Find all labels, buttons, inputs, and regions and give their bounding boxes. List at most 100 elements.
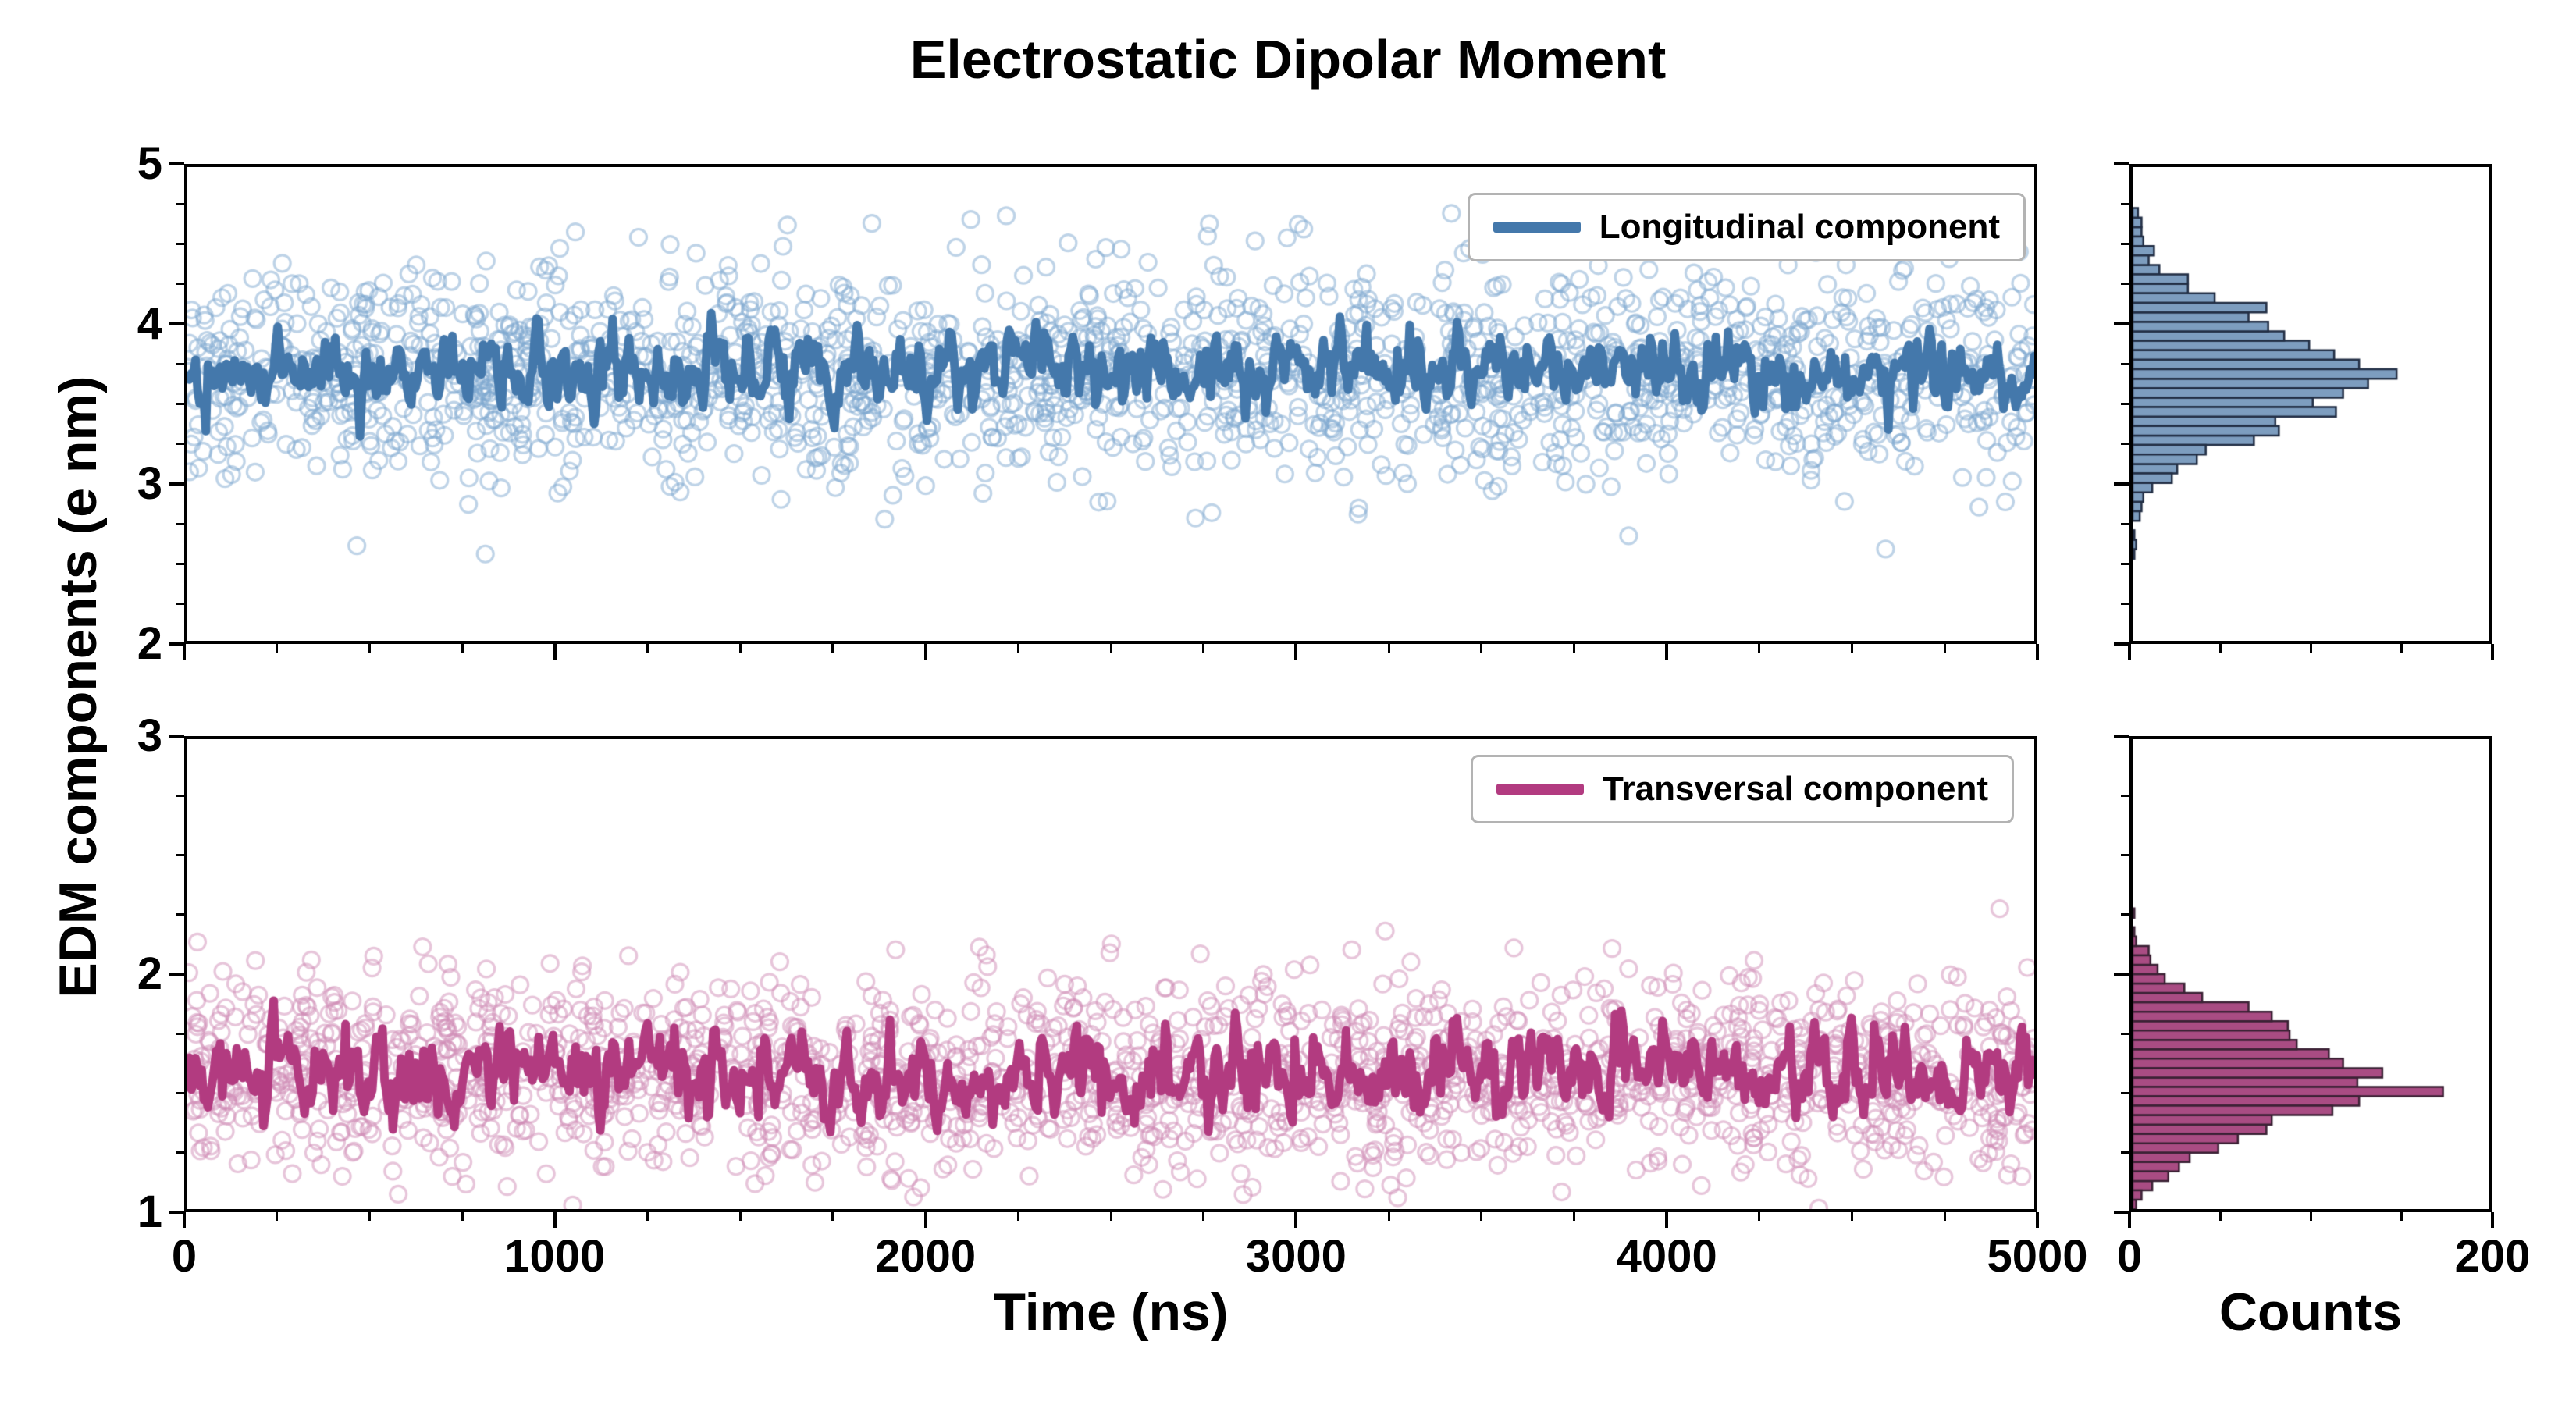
x-axis-minor-tick: [2218, 644, 2222, 653]
x-axis-minor-tick: [368, 644, 371, 653]
x-axis-minor-tick: [1202, 644, 1205, 653]
y-axis-tick-label: 2: [137, 948, 162, 999]
y-axis-major-tick: [2114, 482, 2129, 486]
x-axis-minor-tick: [1943, 1212, 1946, 1221]
x-axis-minor-tick: [1480, 644, 1483, 653]
y-axis-minor-tick: [2121, 243, 2129, 245]
x-axis-minor-tick: [1387, 1212, 1390, 1221]
y-axis-major-tick: [169, 322, 184, 325]
x-axis-major-tick: [183, 644, 186, 660]
legend-transversal-line-swatch: [1496, 784, 1585, 795]
x-axis-minor-tick: [1016, 644, 1019, 653]
x-axis-major-tick: [923, 1212, 927, 1228]
x-axis-major-tick: [2128, 644, 2131, 660]
x-axis-tick-label: 200: [2454, 1231, 2531, 1282]
figure-title: Electrostatic Dipolar Moment: [909, 29, 1667, 90]
time-axis-label: Time (ns): [993, 1282, 1229, 1342]
x-axis-tick-label: 0: [171, 1231, 197, 1282]
y-axis-major-tick: [2114, 1211, 2129, 1214]
y-axis-minor-tick: [176, 403, 184, 405]
y-axis-tick-label: 1: [137, 1186, 162, 1237]
y-axis-major-tick: [169, 162, 184, 165]
y-axis-major-tick: [2114, 735, 2129, 738]
x-axis-major-tick: [1665, 644, 1669, 660]
counts-axis-label: Counts: [2218, 1282, 2403, 1342]
x-axis-minor-tick: [738, 644, 742, 653]
panel-transversal-histogram: [2129, 736, 2492, 1212]
x-axis-minor-tick: [1573, 644, 1575, 653]
y-axis-minor-tick: [176, 1151, 184, 1154]
x-axis-minor-tick: [2310, 1212, 2312, 1221]
x-axis-tick-label: 1000: [504, 1231, 606, 1282]
y-axis-minor-tick: [2121, 362, 2129, 365]
x-axis-tick-label: 4000: [1616, 1231, 1717, 1282]
x-axis-major-tick: [553, 1212, 557, 1228]
y-axis-minor-tick: [176, 913, 184, 916]
x-axis-minor-tick: [1758, 1212, 1761, 1221]
x-axis-minor-tick: [2400, 644, 2403, 653]
y-axis-minor-tick: [2121, 854, 2129, 856]
y-axis-major-tick: [169, 735, 184, 738]
y-axis-minor-tick: [176, 243, 184, 245]
x-axis-minor-tick: [1851, 1212, 1854, 1221]
y-axis-minor-tick: [2121, 403, 2129, 405]
y-axis-minor-tick: [176, 1092, 184, 1094]
x-axis-tick-label: 5000: [1987, 1231, 2088, 1282]
y-axis-minor-tick: [176, 522, 184, 525]
x-axis-minor-tick: [1202, 1212, 1205, 1221]
y-axis-major-tick: [169, 482, 184, 486]
x-axis-major-tick: [2128, 1212, 2131, 1228]
canvas-transversal-histogram: [2133, 739, 2489, 1209]
y-axis-minor-tick: [2121, 443, 2129, 446]
y-axis-minor-tick: [2121, 794, 2129, 797]
x-axis-tick-label: 3000: [1245, 1231, 1347, 1282]
x-axis-major-tick: [2036, 1212, 2039, 1228]
x-axis-minor-tick: [368, 1212, 371, 1221]
x-axis-minor-tick: [2400, 1212, 2403, 1221]
y-axis-major-tick: [2114, 322, 2129, 325]
x-axis-major-tick: [183, 1212, 186, 1228]
x-axis-major-tick: [553, 644, 557, 660]
x-axis-minor-tick: [2310, 644, 2312, 653]
x-axis-minor-tick: [1573, 1212, 1575, 1221]
y-axis-minor-tick: [2121, 1032, 2129, 1035]
y-axis-minor-tick: [176, 443, 184, 446]
x-axis-minor-tick: [646, 1212, 649, 1221]
x-axis-minor-tick: [276, 644, 279, 653]
x-axis-major-tick: [2491, 644, 2494, 660]
x-axis-minor-tick: [1109, 644, 1112, 653]
canvas-longitudinal-histogram: [2133, 167, 2489, 641]
x-axis-major-tick: [2036, 644, 2039, 660]
y-axis-minor-tick: [176, 603, 184, 606]
x-axis-minor-tick: [1943, 644, 1946, 653]
y-axis-tick-label: 3: [137, 458, 162, 509]
y-axis-minor-tick: [2121, 1151, 2129, 1154]
y-axis-tick-label: 5: [137, 138, 162, 189]
y-axis-minor-tick: [176, 854, 184, 856]
y-axis-tick-label: 2: [137, 618, 162, 669]
x-axis-minor-tick: [738, 1212, 742, 1221]
y-axis-major-tick: [169, 642, 184, 646]
x-axis-major-tick: [1294, 644, 1298, 660]
legend-longitudinal-label: Longitudinal component: [1599, 208, 2000, 246]
y-axis-minor-tick: [176, 283, 184, 286]
x-axis-minor-tick: [1016, 1212, 1019, 1221]
x-axis-minor-tick: [1480, 1212, 1483, 1221]
x-axis-minor-tick: [1387, 644, 1390, 653]
y-axis-minor-tick: [2121, 202, 2129, 205]
x-axis-minor-tick: [2218, 1212, 2222, 1221]
x-axis-minor-tick: [1758, 644, 1761, 653]
x-axis-tick-label: 0: [2116, 1231, 2143, 1282]
y-axis-major-tick: [169, 973, 184, 976]
y-axis-minor-tick: [176, 563, 184, 565]
panel-longitudinal-histogram: [2129, 164, 2492, 644]
x-axis-tick-label: 2000: [875, 1231, 977, 1282]
y-axis-major-tick: [169, 1211, 184, 1214]
y-axis-minor-tick: [176, 794, 184, 797]
x-axis-major-tick: [1294, 1212, 1298, 1228]
legend-transversal: Transversal component: [1471, 755, 2014, 823]
y-axis-major-tick: [2114, 973, 2129, 976]
x-axis-minor-tick: [461, 1212, 464, 1221]
x-axis-major-tick: [1665, 1212, 1669, 1228]
